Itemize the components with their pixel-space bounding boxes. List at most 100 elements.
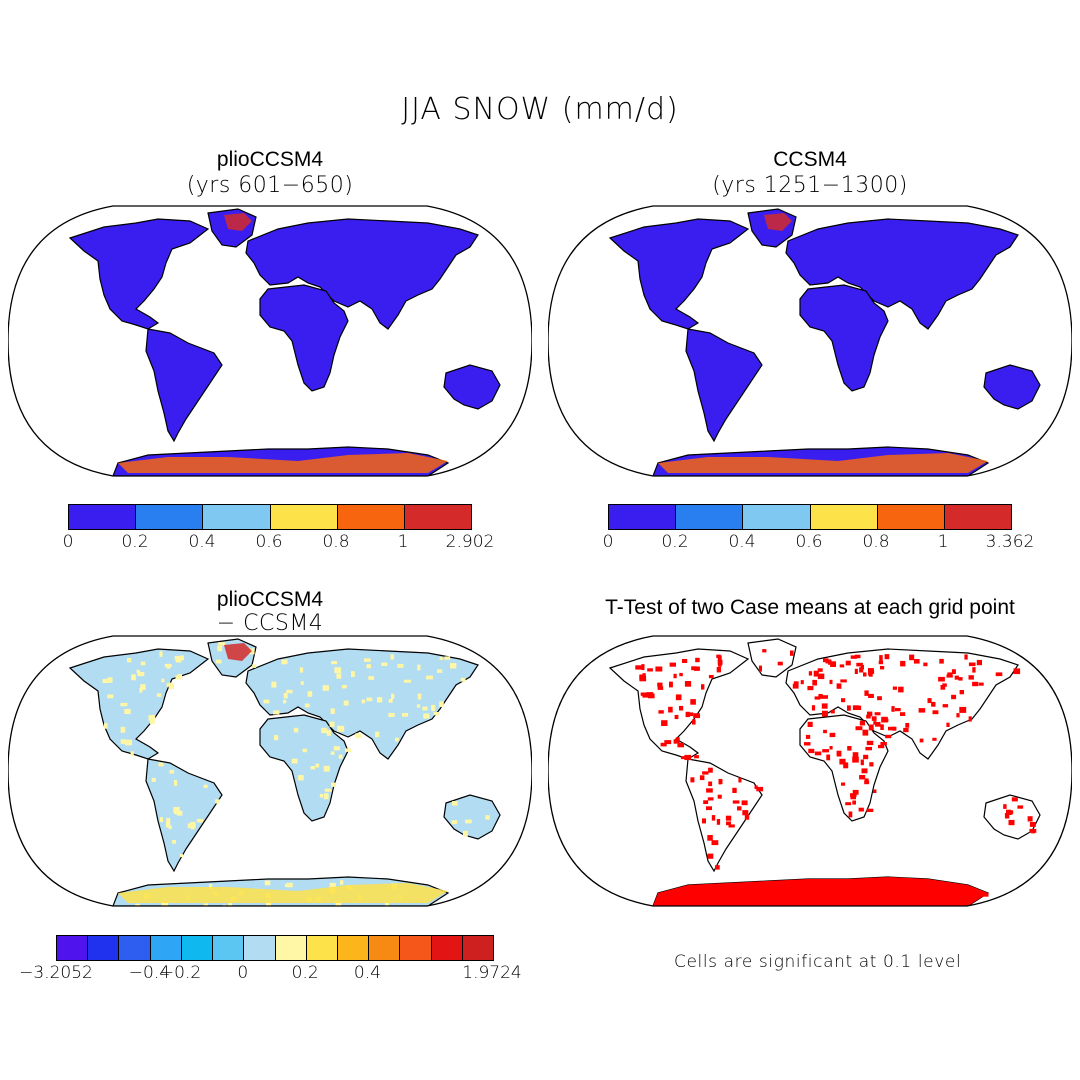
grid-cell	[881, 716, 888, 723]
grid-cell	[450, 663, 457, 669]
grid-cell	[864, 780, 870, 785]
grid-cell	[863, 672, 867, 677]
grid-cell	[417, 664, 421, 671]
grid-cell	[864, 690, 869, 696]
grid-cell	[858, 807, 864, 812]
snow-highlight	[764, 213, 792, 231]
grid-cell	[319, 793, 323, 798]
colorbar-segment	[431, 936, 463, 960]
grid-cell	[639, 676, 647, 682]
grid-cell	[680, 756, 686, 760]
grid-cell	[762, 649, 767, 653]
grid-cell	[107, 677, 113, 683]
grid-cell	[742, 810, 749, 816]
colorbar-segment	[136, 505, 204, 529]
colorbar-segment	[270, 505, 338, 529]
grid-cell	[829, 732, 836, 738]
grid-cell	[877, 696, 882, 701]
grid-cell	[868, 724, 874, 731]
grid-cell	[452, 801, 458, 806]
antarctica-significant	[653, 877, 988, 906]
grid-cell	[813, 670, 819, 677]
colorbar-tick-label: 0.8	[322, 532, 350, 552]
grid-cell	[968, 675, 974, 680]
grid-cell	[673, 673, 677, 679]
grid-cell	[852, 752, 859, 758]
grid-cell	[120, 739, 126, 744]
grid-cell	[726, 821, 731, 826]
grid-cell	[694, 755, 699, 759]
snow-highlight	[224, 643, 252, 661]
colorbar-segment	[88, 936, 120, 960]
grid-cell	[968, 662, 976, 667]
continent-australia	[983, 794, 1041, 840]
colorbar-tick-label: 0	[602, 532, 614, 552]
grid-cell	[892, 686, 897, 690]
colorbar-segment	[676, 505, 744, 529]
grid-cell	[451, 820, 457, 825]
colorbar-segment	[404, 505, 472, 529]
grid-cell	[711, 815, 716, 821]
grid-cell	[439, 656, 443, 660]
map-panel-ttest	[548, 635, 1072, 907]
grid-cell	[861, 768, 868, 774]
panel3-subtitle: − CCSM4	[216, 611, 324, 636]
grid-cell	[822, 749, 829, 753]
grid-cell	[978, 682, 984, 686]
grid-cell	[808, 748, 815, 754]
grid-cell	[161, 678, 165, 683]
grid-cell	[956, 713, 960, 718]
continent-eurasia	[785, 648, 1019, 760]
grid-cell	[140, 661, 146, 666]
grid-cell	[866, 714, 871, 719]
colorbar-segment	[877, 505, 945, 529]
grid-cell	[850, 793, 856, 800]
grid-cell	[1008, 819, 1015, 826]
grid-cell	[732, 800, 740, 804]
grid-cell	[792, 683, 799, 689]
grid-cell	[433, 712, 440, 716]
grid-cell	[919, 738, 924, 743]
grid-cell	[439, 701, 444, 708]
grid-cell	[658, 710, 664, 714]
colorbar-tick-label: −3.2052	[19, 963, 93, 983]
continent-eurasia	[785, 218, 1019, 330]
grid-cell	[120, 702, 128, 707]
grid-cell	[854, 668, 858, 674]
grid-cell	[385, 902, 389, 906]
colorbar-tick-label: 2.902	[445, 532, 495, 552]
grid-cell	[218, 642, 226, 646]
grid-cell	[423, 713, 430, 719]
grid-cell	[103, 723, 108, 729]
grid-cell	[829, 679, 833, 685]
grid-cell	[426, 675, 433, 680]
continent-eurasia	[245, 218, 479, 330]
colorbar-segment	[609, 505, 677, 529]
grid-cell	[888, 726, 895, 731]
grid-cell	[868, 668, 872, 674]
grid-cell	[485, 815, 490, 820]
grid-cell	[836, 683, 842, 689]
grid-cell	[850, 655, 857, 659]
grid-cell	[1017, 805, 1024, 809]
grid-cell	[203, 784, 208, 788]
grid-cell	[307, 691, 313, 697]
grid-cell	[368, 676, 375, 680]
grid-cell	[871, 716, 877, 721]
grid-cell	[711, 840, 719, 846]
grid-cell	[843, 762, 849, 769]
grid-cell	[898, 686, 904, 693]
grid-cell	[874, 721, 881, 726]
grid-cell	[715, 865, 720, 870]
grid-cell	[839, 758, 846, 765]
grid-cell	[337, 725, 345, 732]
significance-note: Cells are significant at 0.1 level	[674, 952, 962, 972]
grid-cell	[800, 680, 804, 685]
figure-title: JJA SNOW (mm/d)	[401, 92, 679, 127]
grid-cell	[701, 684, 705, 690]
grid-cell	[964, 654, 968, 660]
grid-cell	[151, 777, 156, 782]
grid-cell	[136, 669, 140, 674]
grid-cell	[366, 697, 373, 702]
grid-cell	[972, 681, 979, 687]
